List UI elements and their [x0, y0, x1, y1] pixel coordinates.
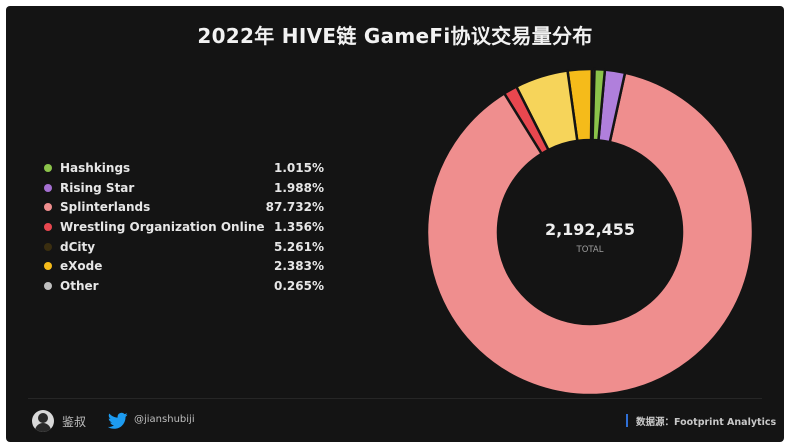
legend-item: Rising Star 1.988%	[44, 178, 324, 198]
donut-slice-hashkings	[591, 67, 607, 142]
legend-swatch	[44, 242, 52, 251]
legend-percentage: 2.383%	[274, 259, 324, 274]
total-value: 2,192,455	[545, 220, 635, 239]
legend-percentage: 5.261%	[274, 239, 324, 254]
legend-item: dCity 5.261%	[44, 237, 324, 257]
legend-item: Splinterlands 87.732%	[44, 197, 324, 217]
legend: Hashkings 1.015% Rising Star 1.988% Splinter…	[44, 158, 324, 296]
legend-swatch	[44, 281, 52, 290]
legend-label: Other	[60, 278, 99, 293]
chart-title: 2022年 HIVE链 GameFi协议交易量分布	[197, 24, 593, 48]
legend-swatch	[44, 203, 52, 212]
legend-percentage: 1.015%	[274, 160, 324, 175]
legend-item: eXode 2.383%	[44, 256, 324, 276]
legend-percentage: 0.265%	[274, 278, 324, 293]
donut-slice-dcity	[514, 69, 579, 152]
total-label: TOTAL	[576, 245, 604, 255]
footer-divider	[28, 398, 762, 399]
legend-item: Other 0.265%	[44, 276, 324, 296]
legend-label: Wrestling Organization Online	[60, 219, 265, 234]
legend-item: Hashkings 1.015%	[44, 158, 324, 178]
legend-percentage: 87.732%	[265, 200, 324, 215]
twitter-icon	[108, 412, 128, 429]
legend-item: Wrestling Organization Online 1.356%	[44, 217, 324, 237]
author-avatar	[32, 410, 54, 432]
chart-card: 2022年 HIVE链 GameFi协议交易量分布 Hashkings 1.015…	[6, 6, 784, 442]
legend-swatch	[44, 183, 52, 192]
author-name: 鉴叔	[62, 415, 87, 429]
legend-percentage: 1.356%	[274, 219, 324, 234]
legend-swatch	[44, 262, 52, 271]
legend-label: dCity	[60, 239, 96, 254]
donut-chart: 2,192,455 TOTAL	[425, 67, 755, 397]
legend-percentage: 1.988%	[274, 180, 324, 195]
legend-label: eXode	[60, 259, 103, 274]
source-accent	[626, 414, 628, 427]
twitter-handle: @jianshubiji	[134, 414, 195, 425]
data-source: 数据源：Footprint Analytics	[636, 417, 777, 428]
donut-slice-splinterlands	[425, 71, 755, 397]
legend-label: Hashkings	[60, 160, 131, 175]
legend-label: Rising Star	[60, 180, 135, 195]
legend-label: Splinterlands	[60, 200, 151, 215]
legend-swatch	[44, 163, 52, 172]
legend-swatch	[44, 222, 52, 231]
footer: 鉴叔 @jianshubiji 数据源：Footprint Analytics	[6, 404, 784, 438]
